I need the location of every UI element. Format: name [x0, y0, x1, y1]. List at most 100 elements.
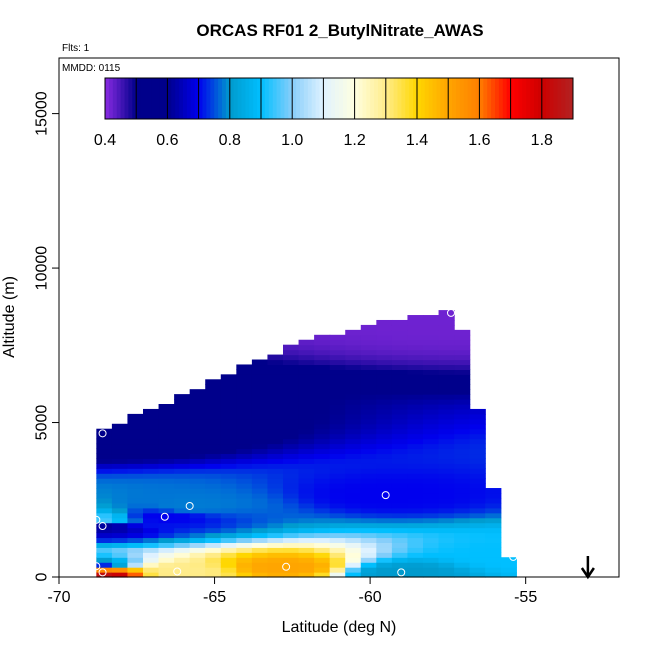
- heatmap-cell: [329, 527, 346, 534]
- heatmap-cell: [407, 497, 424, 504]
- heatmap-cell: [283, 418, 300, 425]
- heatmap-cell: [438, 517, 455, 524]
- heatmap-cell: [360, 354, 377, 361]
- colorbar-segment: [292, 78, 297, 119]
- heatmap-cell: [469, 428, 486, 435]
- heatmap-cell: [438, 324, 455, 331]
- heatmap-cell: [127, 527, 144, 534]
- x-tick-label: -65: [203, 589, 226, 606]
- heatmap-cell: [391, 572, 409, 578]
- heatmap-cell: [469, 433, 486, 440]
- heatmap-cell: [360, 349, 377, 356]
- colorbar-segment: [124, 78, 129, 119]
- heatmap-cell: [267, 369, 284, 375]
- heatmap-cell: [314, 512, 331, 519]
- heatmap-cell: [298, 468, 315, 474]
- heatmap-cell: [283, 517, 300, 524]
- heatmap-cell: [391, 557, 409, 563]
- heatmap-cell: [376, 399, 393, 405]
- heatmap-cell: [454, 329, 471, 336]
- heatmap-cell: [345, 433, 362, 440]
- heatmap-cell: [267, 364, 284, 370]
- heatmap-cell: [391, 438, 409, 445]
- heatmap-cell: [158, 537, 175, 543]
- heatmap-cell: [143, 522, 160, 529]
- heatmap-cell: [360, 334, 377, 341]
- heatmap-cell: [438, 364, 455, 370]
- heatmap-cell: [298, 408, 315, 415]
- heatmap-cell: [298, 339, 315, 346]
- sample-point: [98, 522, 107, 531]
- heatmap-cell: [143, 532, 160, 539]
- heatmap-cell: [438, 418, 455, 425]
- heatmap-cell: [251, 443, 269, 450]
- colorbar-segment: [155, 78, 161, 119]
- heatmap-cell: [423, 349, 440, 356]
- heatmap-cell: [127, 547, 144, 553]
- heatmap-cell: [360, 478, 377, 484]
- heatmap-cell: [345, 562, 362, 568]
- heatmap-cell: [127, 532, 144, 539]
- heatmap-cell: [111, 488, 129, 494]
- heatmap-cell: [189, 443, 206, 450]
- colorbar-segment: [569, 78, 574, 119]
- heatmap-cell: [96, 478, 113, 484]
- heatmap-cell: [423, 478, 440, 484]
- heatmap-cell: [329, 344, 346, 351]
- heatmap-cell: [267, 463, 284, 469]
- heatmap-cell: [236, 492, 253, 499]
- heatmap-cell: [251, 473, 269, 479]
- heatmap-cell: [329, 572, 346, 578]
- colorbar-segment: [186, 78, 192, 119]
- heatmap-cell: [283, 522, 300, 529]
- heatmap-cell: [423, 463, 440, 469]
- colorbar-segment: [362, 78, 367, 119]
- heatmap-cell: [438, 532, 455, 539]
- heatmap-cell: [111, 537, 129, 543]
- colorbar-segment: [413, 78, 418, 119]
- heatmap-cell: [454, 502, 471, 509]
- colorbar-segment: [444, 78, 449, 119]
- heatmap-cell: [96, 463, 113, 469]
- heatmap-cell: [454, 399, 471, 405]
- heatmap-cell: [220, 507, 237, 514]
- heatmap-cell: [423, 527, 440, 534]
- heatmap-cell: [174, 404, 191, 410]
- heatmap-cell: [485, 517, 502, 524]
- heatmap-cell: [251, 483, 269, 489]
- heatmap-cell: [438, 473, 455, 479]
- heatmap-cell: [329, 547, 346, 553]
- heatmap-cell: [205, 473, 222, 479]
- heatmap-cell: [391, 423, 409, 430]
- heatmap-cell: [407, 349, 424, 356]
- heatmap-cell: [345, 384, 362, 390]
- heatmap-cell: [174, 492, 191, 499]
- heatmap-cell: [329, 389, 346, 395]
- heatmap-cell: [251, 537, 269, 543]
- colorbar-segment: [545, 78, 551, 119]
- heatmap-cell: [360, 463, 377, 469]
- heatmap-cell: [205, 502, 222, 509]
- colorbar-segment: [331, 78, 336, 119]
- heatmap-cell: [438, 374, 455, 380]
- heatmap-cell: [236, 488, 253, 494]
- heatmap-cell: [298, 423, 315, 430]
- heatmap-cell: [143, 557, 160, 563]
- heatmap-cell: [469, 557, 486, 563]
- heatmap-cell: [469, 497, 486, 504]
- colorbar-segment: [175, 78, 180, 119]
- heatmap-cell: [454, 428, 471, 435]
- heatmap-cell: [376, 483, 393, 489]
- heatmap-cell: [423, 468, 440, 474]
- heatmap-cell: [423, 433, 440, 440]
- heatmap-cell: [143, 517, 160, 524]
- heatmap-cell: [174, 394, 191, 400]
- heatmap-cell: [111, 552, 129, 558]
- heatmap-cell: [236, 483, 253, 489]
- heatmap-cell: [205, 492, 222, 499]
- heatmap-cell: [174, 512, 191, 519]
- heatmap-cell: [314, 334, 331, 341]
- heatmap-cell: [454, 364, 471, 370]
- heatmap-cell: [298, 344, 315, 351]
- heatmap-cell: [423, 557, 440, 563]
